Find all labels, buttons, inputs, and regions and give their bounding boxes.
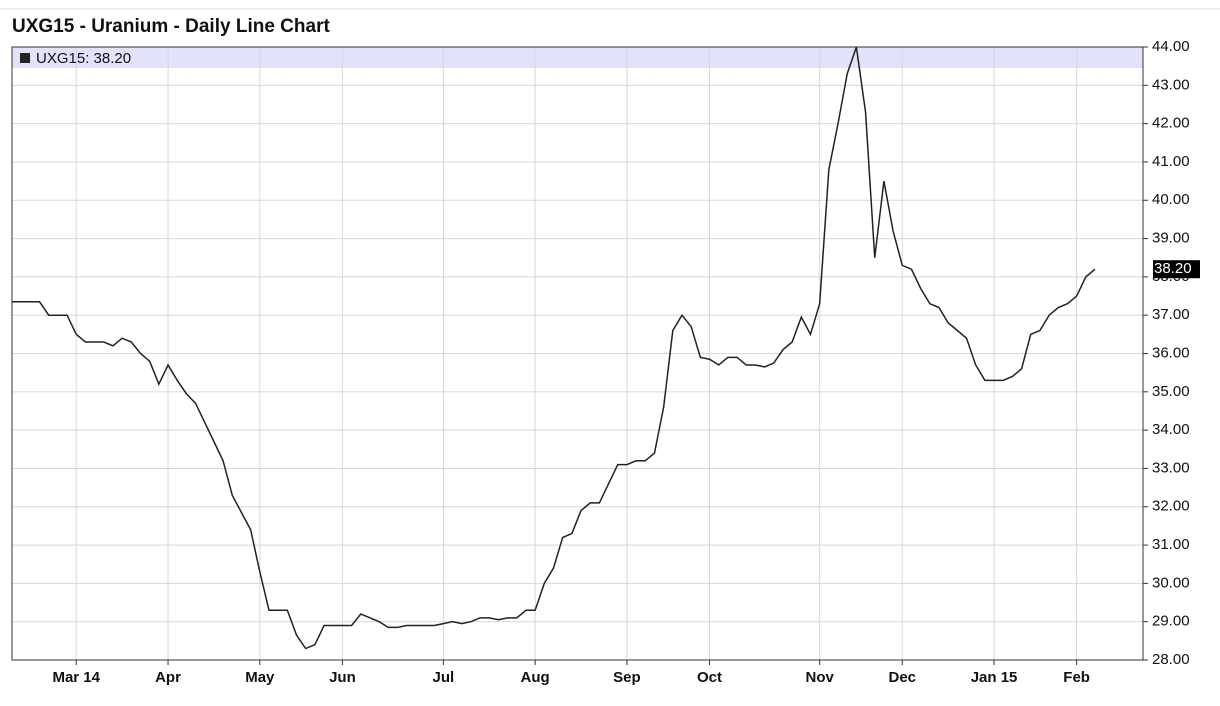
current-value-badge bbox=[1153, 260, 1200, 279]
plot-frame bbox=[11, 46, 1144, 661]
current-value-label: 38.20 bbox=[1154, 260, 1192, 277]
y-tick-label: 44.00 bbox=[1152, 38, 1190, 55]
x-tick-label: Jul bbox=[433, 669, 455, 686]
x-tick-label: Apr bbox=[155, 669, 181, 686]
x-tick-label: Nov bbox=[805, 669, 834, 686]
x-tick-label: Oct bbox=[697, 669, 722, 686]
y-tick-label: 39.00 bbox=[1152, 230, 1190, 247]
y-tick-label: 36.00 bbox=[1152, 344, 1190, 361]
y-tick-label: 35.00 bbox=[1152, 383, 1190, 400]
x-tick-label: Jan 15 bbox=[971, 669, 1018, 686]
legend-band bbox=[12, 47, 1143, 68]
x-tick-label: Dec bbox=[888, 669, 916, 686]
y-tick-label: 30.00 bbox=[1152, 574, 1190, 591]
y-tick-label: 31.00 bbox=[1152, 536, 1190, 553]
y-tick-label: 28.00 bbox=[1152, 651, 1190, 668]
x-tick-label: Sep bbox=[613, 669, 641, 686]
y-tick-label: 41.00 bbox=[1152, 153, 1190, 170]
x-tick-label: Feb bbox=[1063, 669, 1090, 686]
x-tick-label: Aug bbox=[521, 669, 550, 686]
legend-swatch bbox=[20, 53, 30, 63]
y-tick-label: 42.00 bbox=[1152, 115, 1190, 132]
y-tick-label: 34.00 bbox=[1152, 421, 1190, 438]
price-line bbox=[12, 46, 1096, 650]
x-tick-label: May bbox=[245, 669, 275, 686]
y-tick-label: 43.00 bbox=[1152, 76, 1190, 93]
x-tick-label: Mar 14 bbox=[52, 669, 100, 686]
x-tick-label: Jun bbox=[329, 669, 356, 686]
y-tick-label: 33.00 bbox=[1152, 459, 1190, 476]
y-tick-label: 32.00 bbox=[1152, 498, 1190, 515]
chart-title: UXG15 - Uranium - Daily Line Chart bbox=[12, 16, 330, 37]
y-tick-label: 37.00 bbox=[1152, 306, 1190, 323]
legend-label: UXG15: 38.20 bbox=[36, 50, 131, 67]
y-tick-label: 40.00 bbox=[1152, 191, 1190, 208]
y-tick-label: 29.00 bbox=[1152, 613, 1190, 630]
